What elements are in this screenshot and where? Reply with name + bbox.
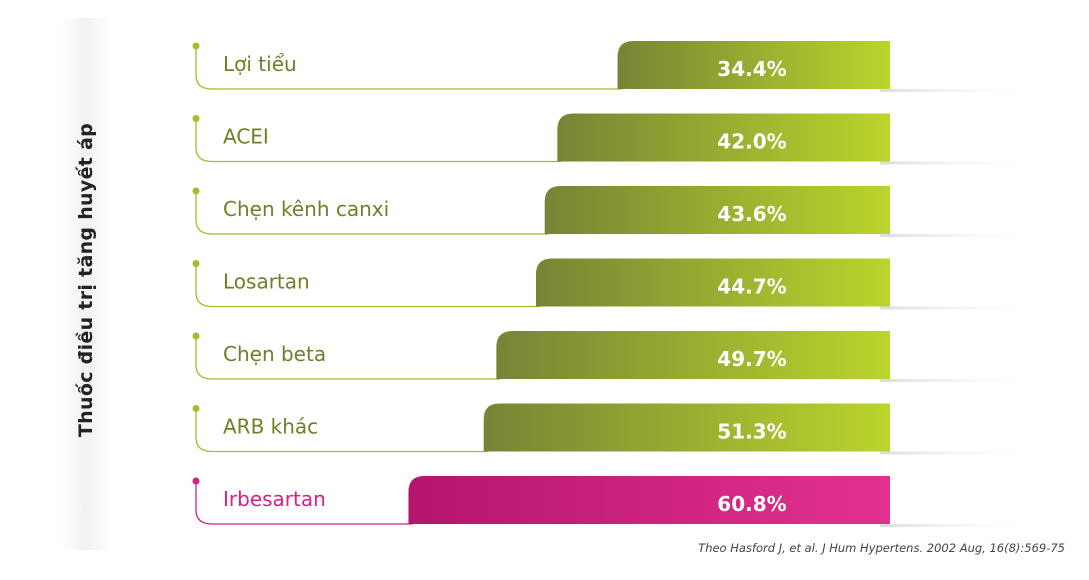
bar-shadow <box>880 524 1050 527</box>
bracket-line <box>195 191 549 235</box>
bar-shadow <box>880 161 1050 165</box>
bracket-line <box>195 481 413 525</box>
bracket-line <box>195 263 540 308</box>
bracket-line <box>195 46 622 90</box>
value-label: 49.7% <box>717 347 786 371</box>
category-label: Losartan <box>223 270 310 294</box>
bar-shadow <box>880 451 1050 455</box>
bracket-line <box>195 118 562 163</box>
bar <box>496 331 890 379</box>
bracket-dot <box>192 405 200 412</box>
bar <box>617 41 890 89</box>
bar-row: Chẹn beta 49.7% <box>192 331 1050 382</box>
bar <box>408 476 890 524</box>
bar-shadow <box>880 379 1050 382</box>
value-label: 44.7% <box>717 275 786 299</box>
category-label: ARB khác <box>223 415 318 439</box>
source-citation: Theo Hasford J, et al. J Hum Hypertens. … <box>698 541 1065 555</box>
bar-row: Losartan 44.7% <box>192 258 1050 310</box>
category-label: Chẹn kênh canxi <box>223 197 389 221</box>
bar <box>544 186 890 234</box>
bar-shadow <box>880 234 1050 237</box>
bracket-dot <box>192 42 200 50</box>
bracket-dot <box>192 115 200 122</box>
value-label: 43.6% <box>717 202 786 226</box>
category-label: ACEI <box>223 125 269 149</box>
category-label: Lợi tiểu <box>223 52 297 76</box>
bar-row: Lợi tiểu 34.4% <box>192 41 1050 92</box>
value-label: 42.0% <box>717 130 786 154</box>
bar <box>483 403 890 452</box>
bar-row: Irbesartan 60.8% <box>192 476 1050 527</box>
bracket-dot <box>192 187 200 195</box>
bracket-line <box>195 336 501 380</box>
bar-shadow <box>880 89 1050 92</box>
bar-shadow <box>880 306 1050 310</box>
value-label: 51.3% <box>717 420 786 444</box>
bar-row: ARB khác 51.3% <box>192 403 1050 455</box>
value-label: 34.4% <box>717 57 786 81</box>
category-label: Irbesartan <box>223 487 326 511</box>
value-label: 60.8% <box>717 492 786 516</box>
bar <box>535 258 890 307</box>
bracket-dot <box>192 477 200 485</box>
bracket-dot <box>192 332 200 340</box>
bar-row: ACEI 42.0% <box>192 113 1050 165</box>
bracket-line <box>195 408 488 453</box>
bracket-dot <box>192 260 200 267</box>
y-axis-label-background <box>60 18 112 550</box>
category-label: Chẹn beta <box>223 342 326 366</box>
bar-row: Chẹn kênh canxi 43.6% <box>192 186 1050 237</box>
bar <box>557 113 890 162</box>
